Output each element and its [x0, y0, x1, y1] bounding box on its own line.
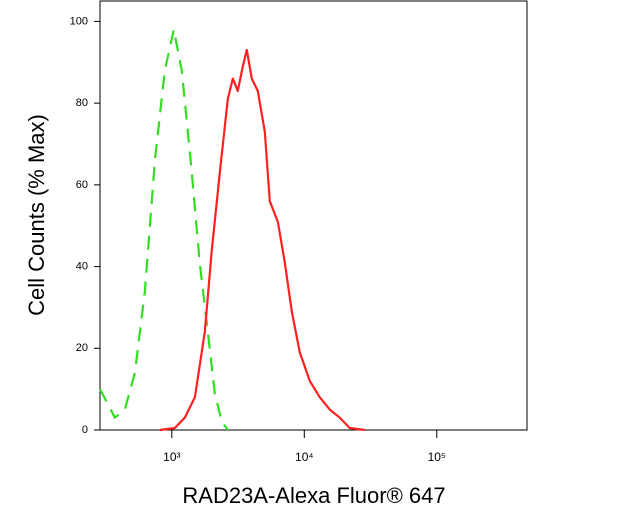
- x-tick-label: 10⁵: [428, 450, 446, 464]
- y-tick-label: 100: [70, 15, 88, 27]
- plot-frame: [99, 0, 528, 431]
- x-axis-title: RAD23A-Alexa Fluor® 647: [182, 483, 445, 508]
- y-tick-label: 20: [76, 342, 88, 354]
- series-line: [99, 28, 229, 431]
- y-tick-label: 60: [76, 179, 88, 191]
- x-tick-label: 10³: [163, 450, 180, 464]
- y-tick-label: 80: [76, 97, 88, 109]
- y-tick-label: 40: [76, 260, 88, 272]
- y-tick-label: 0: [82, 424, 88, 436]
- series-line: [159, 48, 365, 432]
- y-axis-title: Cell Counts (% Max): [24, 114, 49, 316]
- x-tick-label: 10⁴: [295, 450, 314, 464]
